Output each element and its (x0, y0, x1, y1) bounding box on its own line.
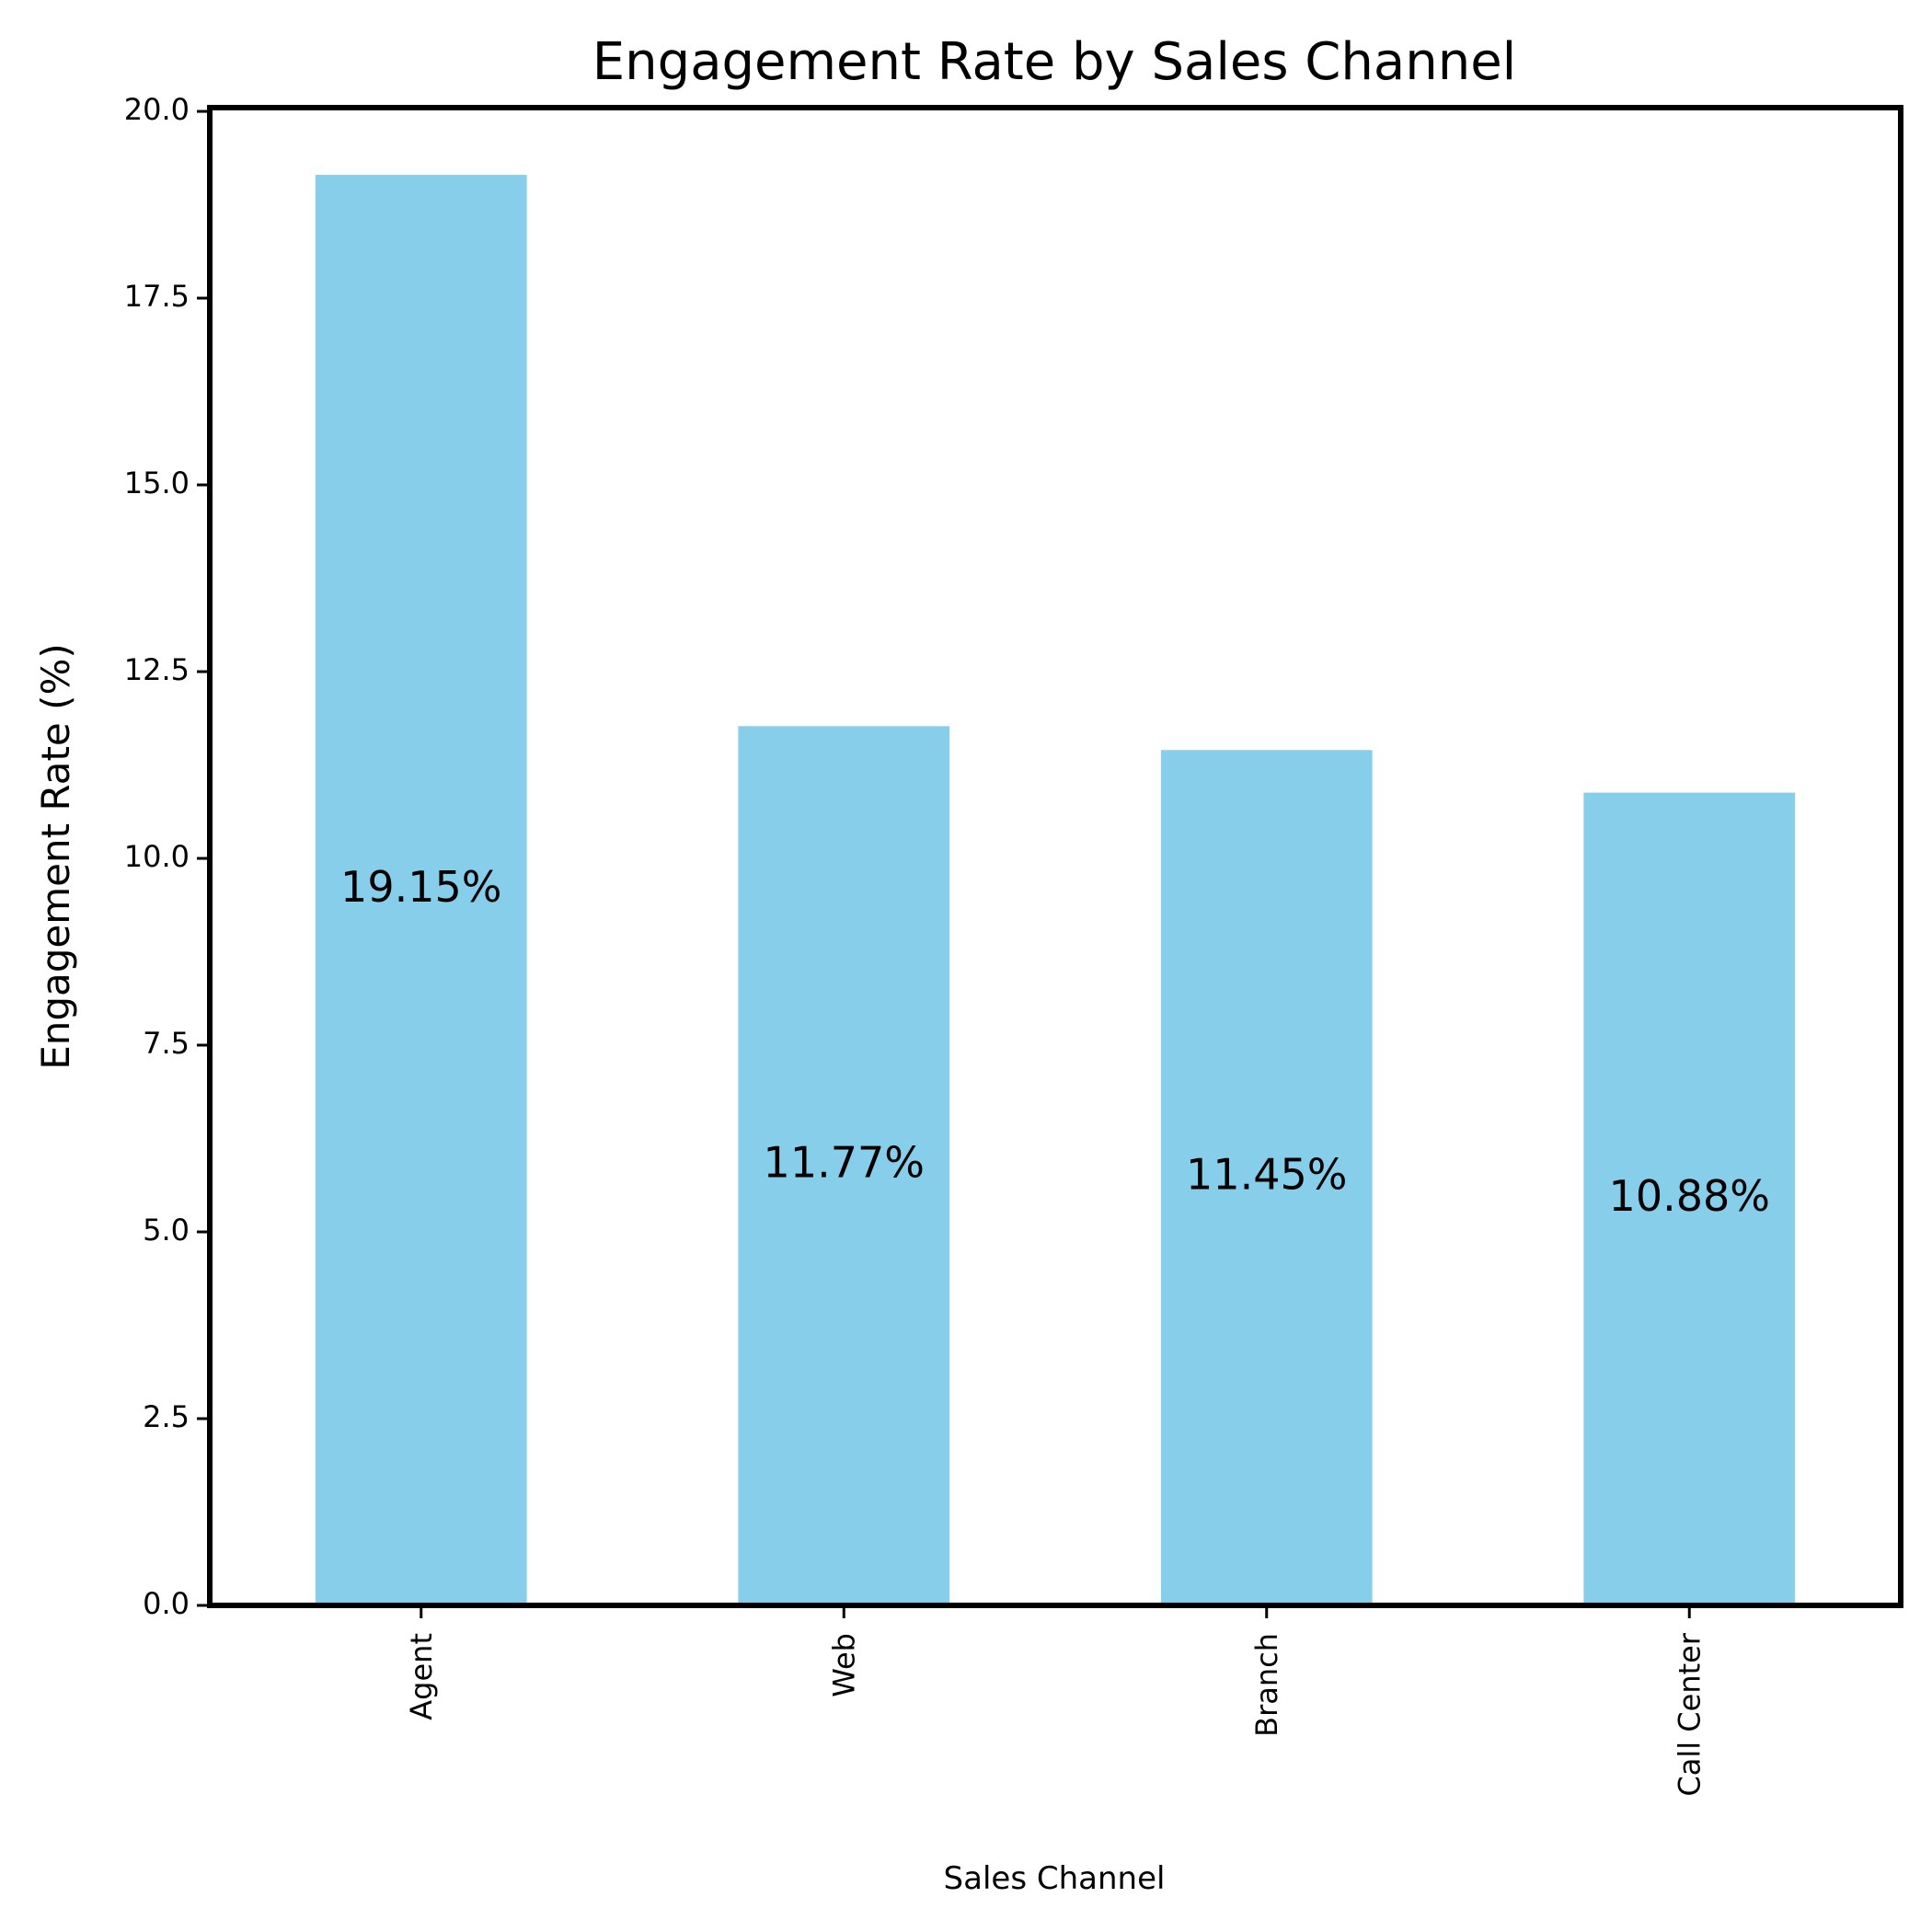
x-tick-label-call-center: Call Center (1672, 1632, 1707, 1796)
y-tick-label: 2.5 (143, 1399, 190, 1434)
data-labels-layer: 19.15% 11.77% 11.45% 10.88% (340, 862, 1770, 1221)
data-label-branch: 11.45% (1186, 1150, 1347, 1200)
y-tick-label: 10.0 (124, 839, 190, 874)
data-label-agent: 19.15% (340, 862, 501, 912)
bar-web (738, 726, 950, 1605)
y-tick-label: 5.0 (143, 1213, 190, 1248)
bar-branch (1160, 750, 1373, 1605)
chart-title: Engagement Rate by Sales Channel (592, 32, 1516, 92)
y-axis-ticks: 0.0 2.5 5.0 7.5 10.0 12.5 15.0 17.5 20.0 (124, 92, 210, 1621)
x-tick-label-agent: Agent (404, 1633, 439, 1720)
y-tick-label: 7.5 (143, 1026, 190, 1061)
bar-call-center (1583, 792, 1796, 1605)
data-label-call-center: 10.88% (1609, 1171, 1770, 1221)
y-tick-label: 20.0 (124, 92, 190, 127)
y-axis-label: Engagement Rate (%) (33, 643, 78, 1070)
plot-area-frame (207, 105, 1903, 1608)
bar-agent (315, 175, 527, 1606)
x-axis-ticks: Agent Web Branch Call Center (404, 1605, 1707, 1797)
x-tick-label-branch: Branch (1249, 1633, 1284, 1737)
data-label-web: 11.77% (764, 1138, 925, 1188)
x-axis-label: Sales Channel (944, 1860, 1166, 1897)
x-tick-label-web: Web (826, 1633, 861, 1697)
bars-layer (315, 175, 1796, 1606)
y-tick-label: 12.5 (124, 652, 190, 687)
y-tick-label: 15.0 (124, 466, 190, 500)
y-tick-label: 0.0 (143, 1586, 190, 1621)
y-tick-label: 17.5 (124, 279, 190, 314)
